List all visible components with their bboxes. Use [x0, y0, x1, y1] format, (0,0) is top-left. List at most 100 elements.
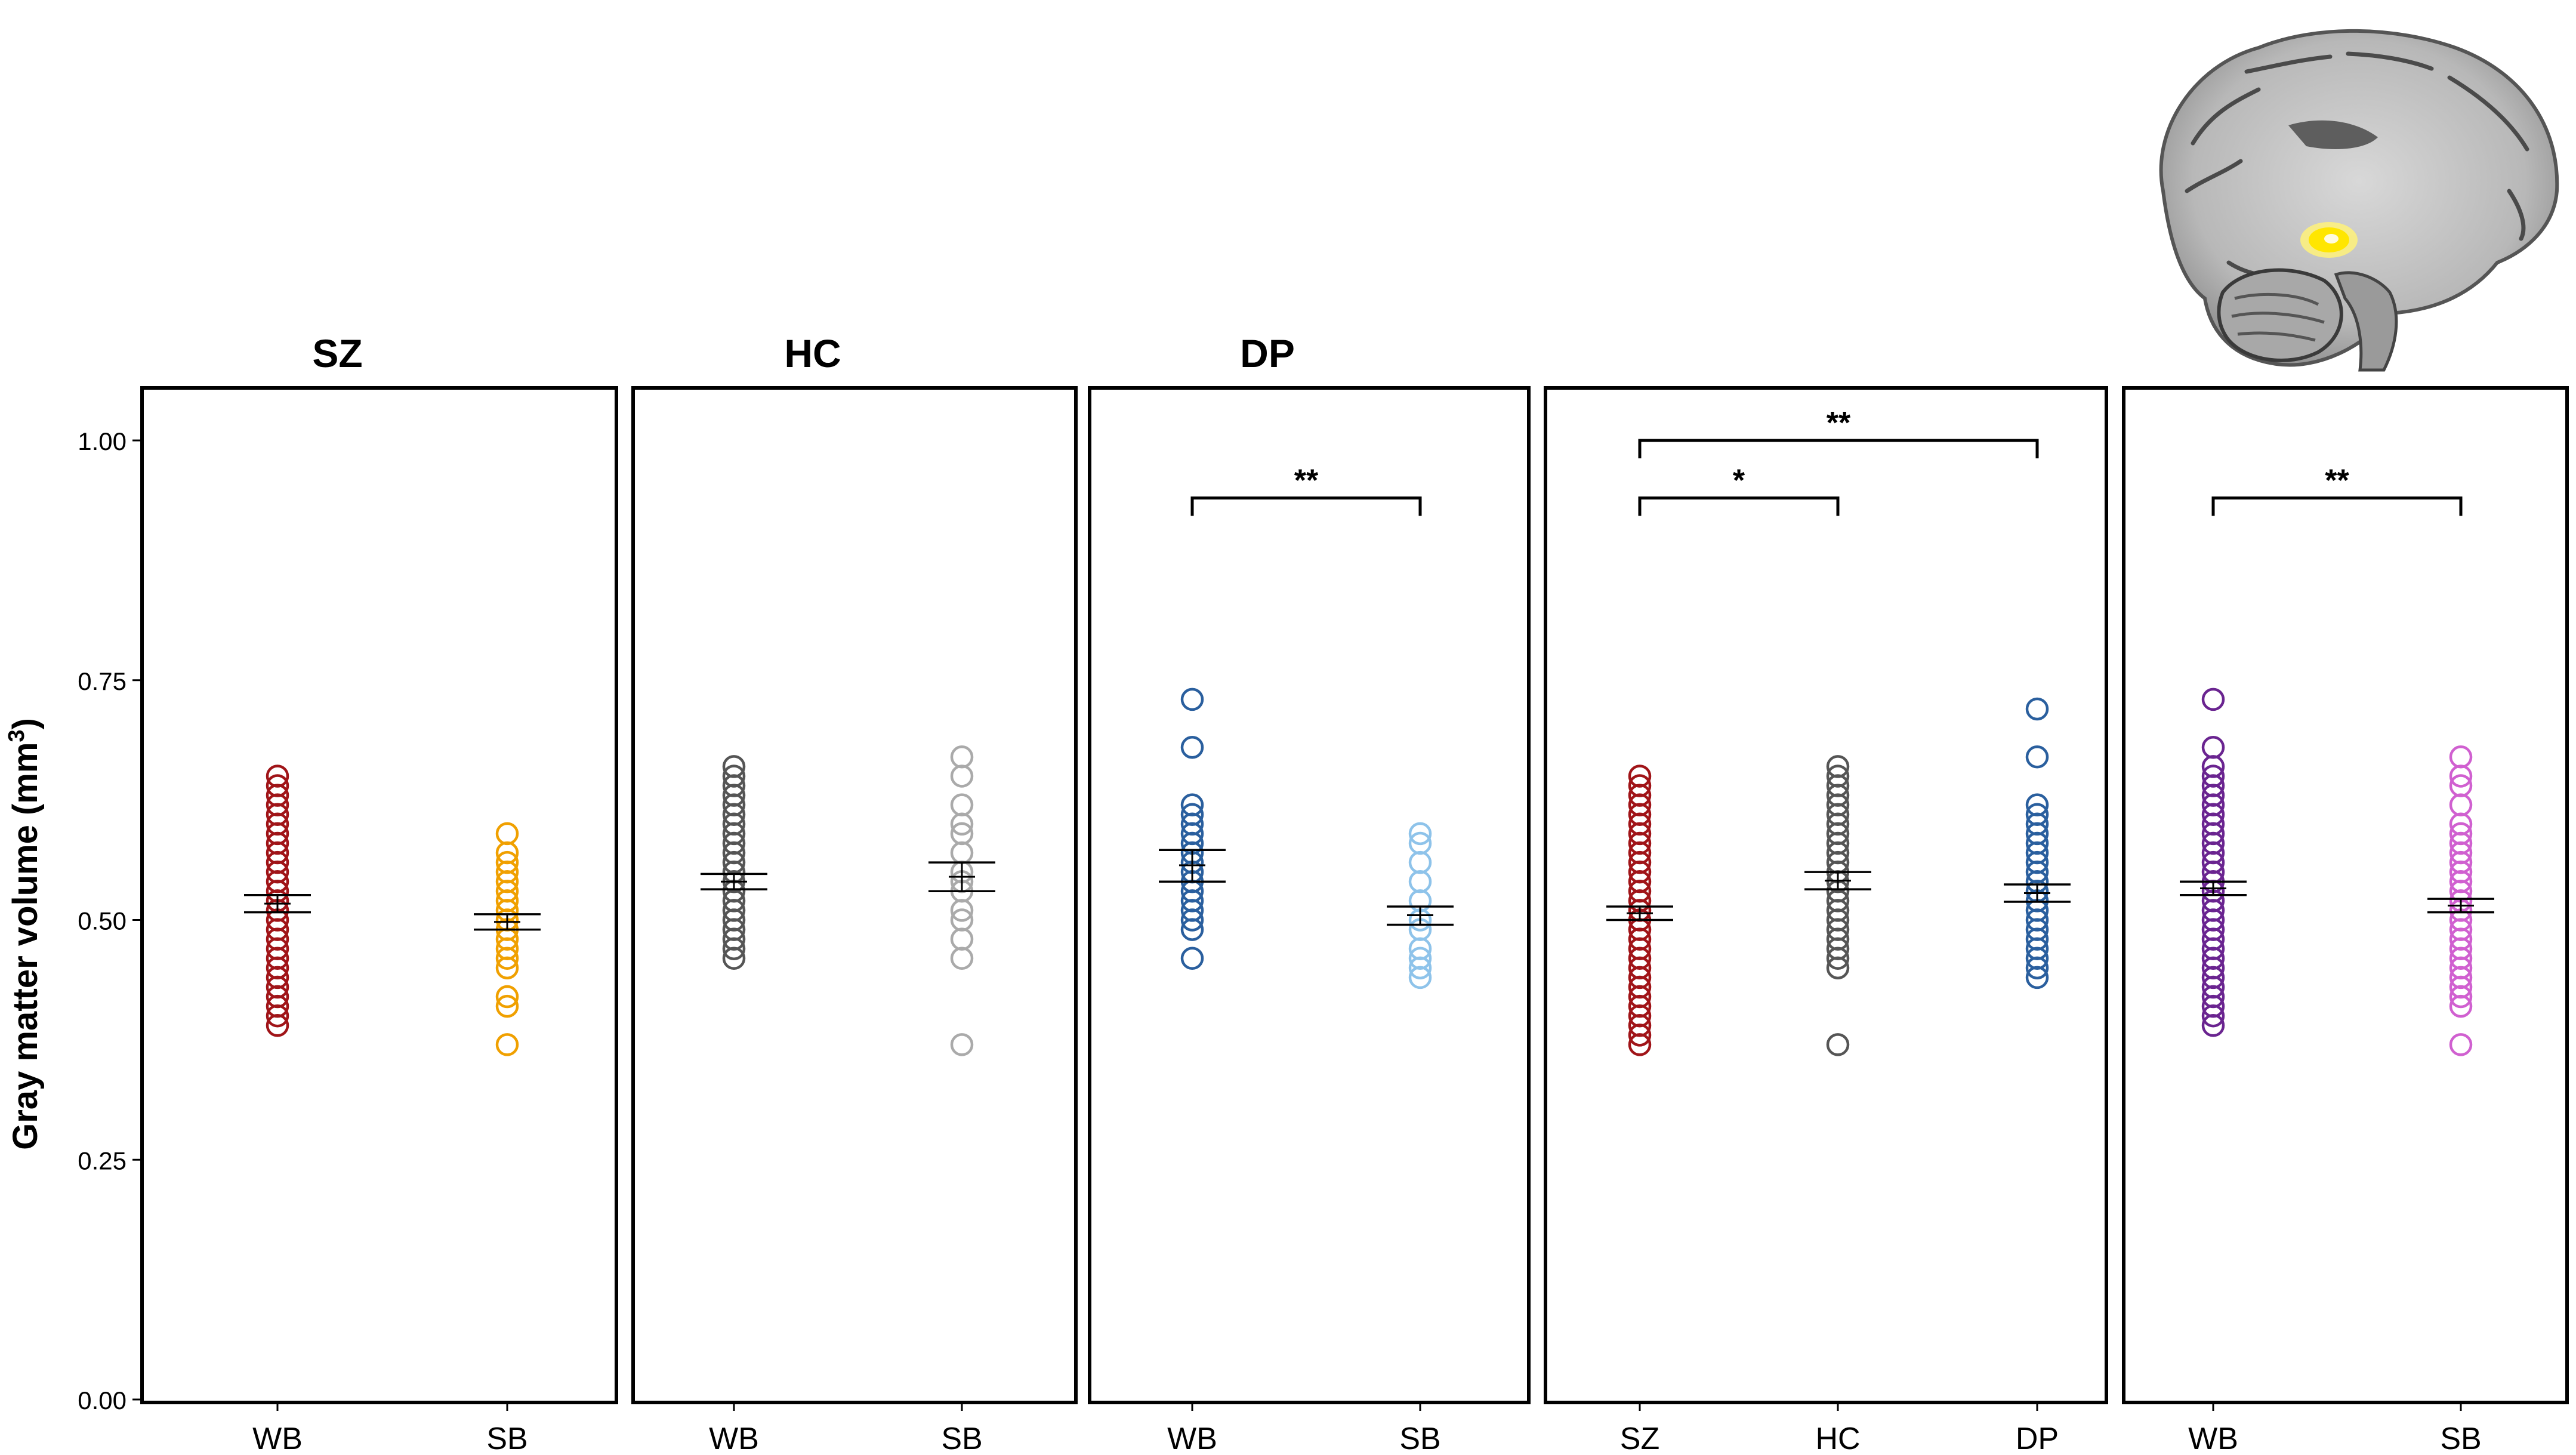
panel-2: HC WB SB — [631, 331, 1078, 1455]
ventricle-icon — [2288, 120, 2378, 149]
y-axis-label-close: ) — [6, 718, 45, 729]
panel-frame — [1544, 386, 2108, 1404]
y-axis-label-superscript: 3 — [4, 729, 29, 742]
data-point — [950, 822, 974, 846]
x-tick-label: HC — [1815, 1422, 1860, 1455]
significance-bracket — [2211, 496, 2463, 516]
significance-label: ** — [1294, 463, 1319, 498]
data-point — [1180, 688, 1204, 711]
data-point — [722, 765, 746, 788]
y-tick-label: 0.25 — [78, 1146, 127, 1175]
data-point — [2201, 735, 2225, 759]
data-point — [2449, 793, 2473, 816]
panel-title: HC — [784, 331, 841, 375]
data-point — [2449, 822, 2473, 846]
y-tick-label: 0.75 — [78, 667, 127, 695]
panel-1: SZ WB SB — [140, 331, 618, 1455]
data-point — [1408, 870, 1432, 893]
data-point — [1180, 793, 1204, 816]
data-point — [495, 850, 519, 874]
data-point — [266, 774, 289, 797]
x-tick-label: WB — [709, 1422, 759, 1455]
series-WB — [701, 755, 767, 970]
data-point — [1628, 765, 1652, 788]
data-point — [1408, 947, 1432, 970]
data-point — [1180, 947, 1204, 970]
x-tick-label: SZ — [1620, 1422, 1659, 1455]
data-point — [2025, 697, 2049, 721]
y-tick-label: 0.50 — [78, 907, 127, 935]
panel-5: WB SB ** — [2122, 386, 2569, 1455]
data-point — [266, 765, 289, 788]
y-axis-ticks: 0.00 0.25 0.50 0.75 1.00 — [78, 427, 142, 1414]
data-point — [722, 755, 746, 778]
panel-frame — [631, 386, 1078, 1404]
significance-bracket — [1638, 496, 1840, 516]
series-SB — [474, 822, 541, 1056]
x-tick-label: WB — [2188, 1422, 2238, 1455]
data-point — [950, 841, 974, 865]
series-WB — [1159, 688, 1226, 970]
data-point — [950, 765, 974, 788]
data-point — [1408, 831, 1432, 855]
data-point — [495, 1033, 519, 1056]
data-point — [495, 822, 519, 846]
panel-frame — [2122, 386, 2569, 1404]
gyri-pattern-icon — [2185, 51, 2529, 279]
y-axis-label-text: Gray matter volume (mm — [6, 742, 45, 1150]
data-point — [950, 1033, 974, 1056]
data-point — [950, 745, 974, 769]
series-SZ — [1606, 765, 1673, 1056]
data-point — [1826, 755, 1850, 778]
data-point — [495, 985, 519, 1009]
panel-title: DP — [1240, 331, 1295, 375]
y-tick-label: 1.00 — [78, 427, 127, 455]
series-SB — [2427, 745, 2494, 1056]
data-point — [2201, 765, 2225, 788]
brain-sagittal-image — [2159, 29, 2559, 372]
data-point — [2449, 745, 2473, 769]
data-point — [1628, 774, 1652, 797]
data-point — [2025, 793, 2049, 816]
significance-bracket — [1638, 439, 2039, 458]
significance-label: ** — [2325, 463, 2349, 498]
x-tick-label: SB — [1399, 1422, 1440, 1455]
significance-bracket — [1190, 496, 1422, 516]
data-point — [950, 908, 974, 932]
y-tick-label: 0.00 — [78, 1386, 127, 1414]
data-point — [950, 927, 974, 951]
brainstem-icon — [2334, 271, 2398, 372]
y-axis-label: Gray matter volume (mm3) — [4, 718, 45, 1150]
series-SB — [928, 745, 995, 1056]
x-tick-label: SB — [2440, 1422, 2481, 1455]
significance-label: ** — [1827, 406, 1851, 440]
panel-frame — [140, 386, 618, 1404]
data-point — [1826, 1033, 1850, 1056]
panel-title: SZ — [312, 331, 362, 375]
roi-highlight-core-icon — [2324, 234, 2339, 243]
data-point — [2449, 1033, 2473, 1056]
data-point — [2449, 774, 2473, 797]
x-tick-label: SB — [486, 1422, 527, 1455]
data-point — [2025, 745, 2049, 769]
series-DP — [2004, 697, 2071, 989]
series-SB — [1387, 822, 1454, 989]
data-point — [1408, 850, 1432, 874]
data-point — [1180, 735, 1204, 759]
data-point — [950, 793, 974, 816]
data-point — [1826, 765, 1850, 788]
panel-3: DP WB SB ** — [1088, 331, 1531, 1455]
x-tick-label: WB — [252, 1422, 303, 1455]
data-point — [1408, 822, 1432, 846]
data-point — [495, 994, 519, 1018]
significance-label: * — [1733, 463, 1745, 498]
panel-4: SZ HC DP*** — [1544, 386, 2108, 1455]
series-HC — [1804, 755, 1871, 1056]
x-tick-label: SB — [941, 1422, 982, 1455]
series-WB — [244, 765, 311, 1037]
series-WB — [2180, 688, 2247, 1037]
data-point — [2025, 803, 2049, 826]
data-point — [950, 947, 974, 970]
